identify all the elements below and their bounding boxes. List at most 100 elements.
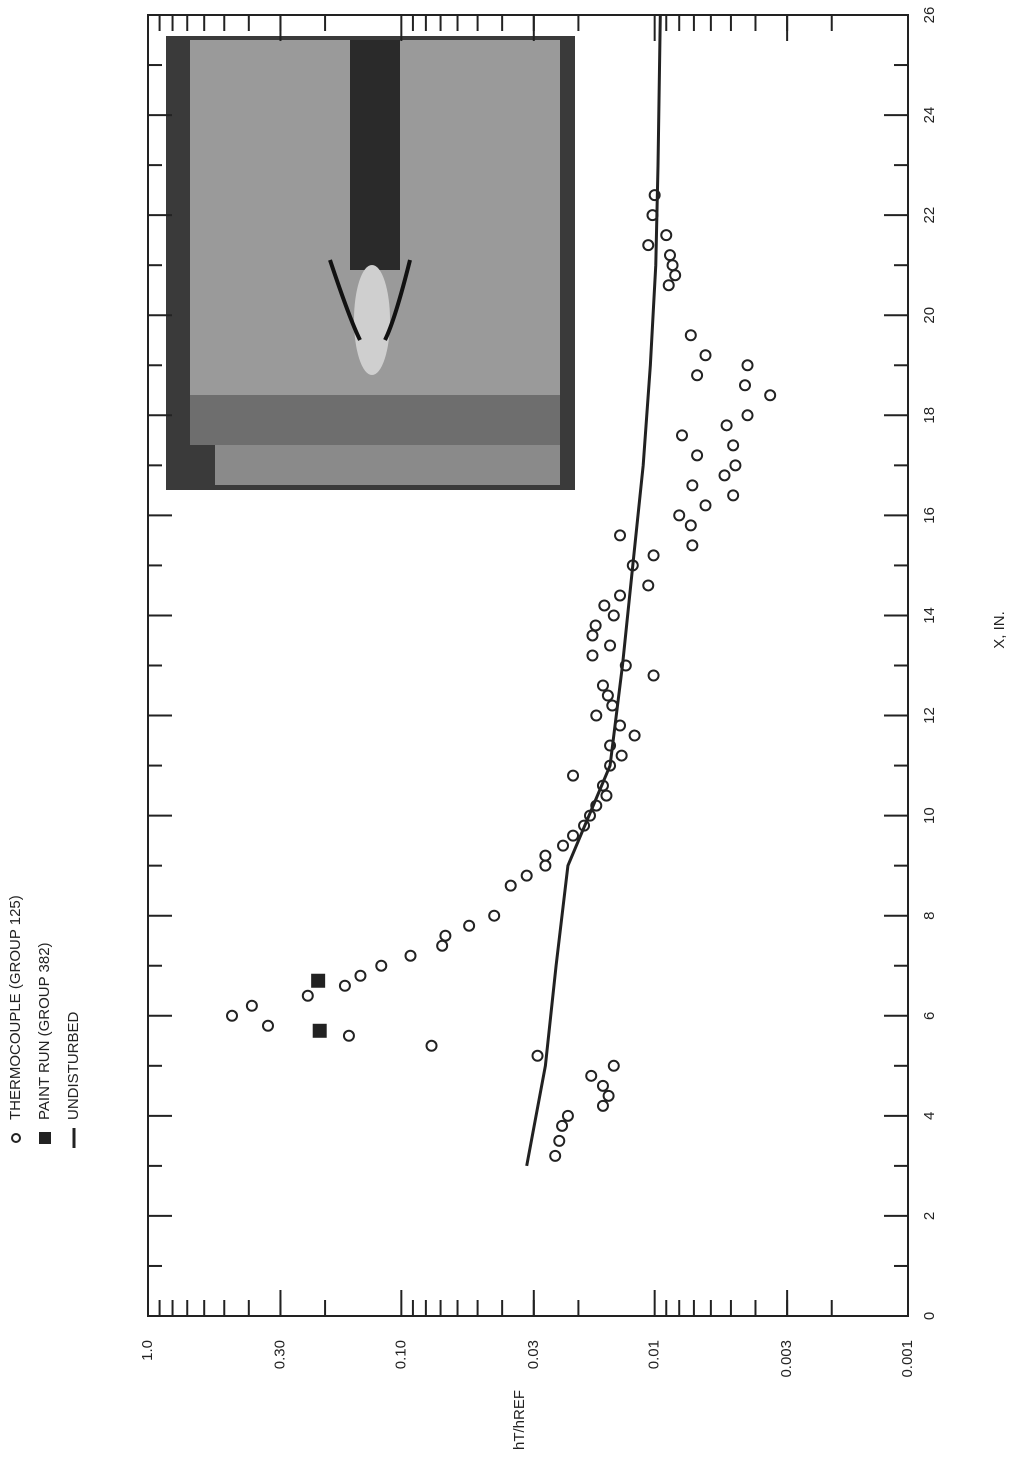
point [684,329,697,342]
point [642,579,655,592]
point [727,439,740,452]
point [764,389,777,402]
point [463,919,476,932]
curve [525,14,662,1167]
point [741,409,754,422]
point [404,949,417,962]
x-tick-label: 18 [921,407,938,424]
point [539,849,552,862]
point [567,829,580,842]
point [686,539,699,552]
point [596,1099,609,1112]
point [338,979,351,992]
y-tick-label: 0.001 [899,1340,916,1378]
x-tick-label: 14 [921,607,938,624]
x-tick-label: 26 [921,7,938,24]
point [699,499,712,512]
point [604,639,617,652]
legend-marker [39,1132,51,1144]
point [647,549,660,562]
point [596,679,609,692]
point [585,1069,598,1082]
point [614,529,627,542]
x-tick-label: 16 [921,507,938,524]
point [607,609,620,622]
point [312,1023,327,1038]
point [531,1049,544,1062]
point [439,929,452,942]
point [556,1119,569,1132]
point [602,1089,615,1102]
point [669,269,682,282]
y-tick-label: 0.30 [271,1340,288,1369]
point [615,749,628,762]
point [676,429,689,442]
point [586,649,599,662]
point [691,449,704,462]
point [718,469,731,482]
point [375,959,388,972]
point [504,879,517,892]
point [604,739,617,752]
x-tick-label: 6 [921,1012,938,1020]
legend-label: UNDISTURBED [65,1011,82,1120]
point [245,999,258,1012]
point [647,669,660,682]
point [598,599,611,612]
point [663,249,676,262]
y-tick-label: 0.10 [392,1340,409,1369]
x-tick-label: 2 [921,1212,938,1220]
point [727,489,740,502]
point [589,619,602,632]
point [691,369,704,382]
point [596,1079,609,1092]
point [488,909,501,922]
point [600,789,613,802]
photo-inset [166,36,575,490]
x-tick-label: 10 [921,807,938,824]
x-tick-label: 24 [921,107,938,124]
point [699,349,712,362]
x-axis-label: X, IN. [991,611,1008,649]
y-tick-label: 0.03 [525,1340,542,1369]
point [436,939,449,952]
point [586,629,599,642]
x-tick-label: 4 [921,1112,938,1120]
legend-label: PAINT RUN (GROUP 382) [36,942,53,1120]
point [738,379,751,392]
point [662,279,675,292]
x-tick-label: 8 [921,912,938,920]
point [619,659,632,672]
point [660,229,673,242]
point [614,589,627,602]
point [425,1039,438,1052]
point [607,1059,620,1072]
point [567,769,580,782]
x-tick-label: 22 [921,207,938,224]
legend-label: THERMOCOUPLE (GROUP 125) [7,895,24,1120]
x-tick-label: 20 [921,307,938,324]
point [590,709,603,722]
y-tick-label: 0.01 [646,1340,663,1369]
point [666,259,679,272]
point [686,479,699,492]
x-tick-label: 0 [921,1312,938,1320]
point [261,1019,274,1032]
point [684,519,697,532]
point [557,839,570,852]
point [301,989,314,1002]
point [311,973,326,988]
point [549,1149,562,1162]
point [561,1109,574,1122]
y-axis-label: hT/hREF [511,1390,528,1450]
point [354,969,367,982]
x-tick-label: 12 [921,707,938,724]
point [342,1029,355,1042]
point [673,509,686,522]
y-tick-label: 0.003 [778,1340,795,1378]
point [601,689,614,702]
point [720,419,733,432]
y-tick-label: 1.0 [139,1340,156,1361]
legend-marker [11,1133,21,1143]
